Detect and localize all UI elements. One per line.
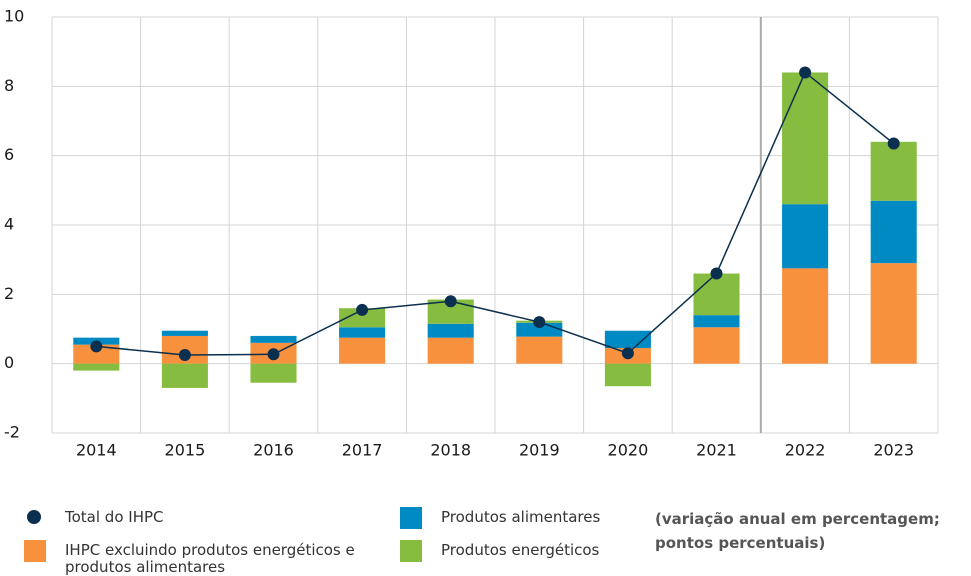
y-tick-label: -2 (4, 423, 20, 442)
bar-segment (339, 337, 386, 364)
x-tick-label: 2022 (785, 441, 826, 460)
x-tick-label: 2020 (608, 441, 649, 460)
line-point (710, 267, 723, 280)
bar-segment (870, 263, 917, 364)
note-line: (variação anual em percentagem; (655, 510, 940, 528)
bar-segment (339, 308, 386, 328)
x-tick-label: 2014 (76, 441, 117, 460)
legend-swatch (400, 507, 422, 529)
bar-segment (427, 337, 474, 364)
legend-swatch (400, 540, 422, 562)
bar-segment (250, 335, 297, 343)
line-point (799, 66, 812, 79)
legend-label: IHPC excluindo produtos energéticos e pr… (65, 541, 355, 576)
bar-segment (870, 141, 917, 201)
bar-segment (161, 330, 208, 336)
legend-label: Produtos energéticos (441, 541, 600, 559)
y-tick-label: 8 (4, 76, 14, 95)
line-point (621, 347, 634, 360)
y-tick-label: 0 (4, 353, 14, 372)
legend-label: Total do IHPC (65, 508, 164, 526)
x-tick-label: 2015 (165, 441, 206, 460)
line-point (267, 348, 280, 361)
note-line: pontos percentuais) (655, 534, 826, 552)
y-tick-label: 10 (4, 7, 24, 26)
chart: -2 0 2 4 6 8 10 2014 2015 2016 2017 2018 2019 2020 202… (4, 7, 939, 460)
legend-label: Produtos alimentares (441, 508, 601, 526)
line-point (444, 295, 457, 308)
x-tick-label: 2016 (253, 441, 294, 460)
x-tick-label: 2019 (519, 441, 560, 460)
x-tick-label: 2021 (696, 441, 737, 460)
bar-segment (693, 273, 740, 316)
bar-segment (427, 323, 474, 338)
y-tick-label: 2 (4, 284, 14, 303)
y-tick-label: 4 (4, 215, 14, 234)
note: (variação anual em percentagem; pontos p… (655, 507, 940, 555)
bar-segment (782, 204, 829, 269)
line-point (356, 303, 369, 316)
line (96, 71, 895, 356)
bar-segment (693, 315, 740, 328)
x-tick-label: 2017 (342, 441, 383, 460)
bar-segment (693, 327, 740, 364)
y-tick-label: 6 (4, 145, 14, 164)
bar-segment (870, 200, 917, 264)
x-tick-label: 2023 (873, 441, 914, 460)
line-point (887, 137, 900, 150)
bar-segment (73, 363, 120, 371)
bar-segment (339, 327, 386, 338)
legend-swatch (27, 510, 41, 524)
line-point (90, 340, 103, 353)
bar-segment (782, 72, 829, 205)
bar-segment (161, 363, 208, 388)
bar-segment (782, 268, 829, 364)
x-tick-label: 2018 (430, 441, 471, 460)
legend-swatch (24, 540, 46, 562)
line-point (533, 316, 546, 329)
bar-segment (604, 363, 651, 387)
bar-segment (73, 344, 120, 364)
bar-segment (250, 363, 297, 383)
line-point (178, 349, 191, 361)
bar-segment (516, 336, 563, 364)
